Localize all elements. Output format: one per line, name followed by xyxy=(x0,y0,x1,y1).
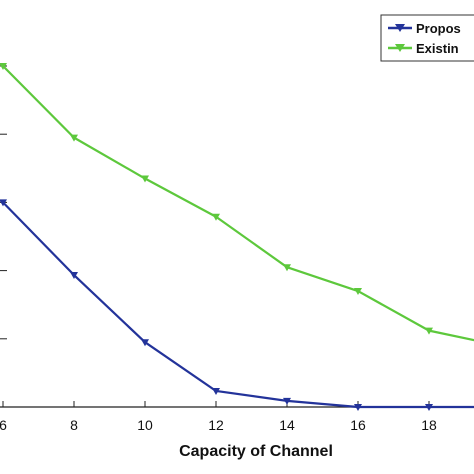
x-tick-label: 16 xyxy=(350,417,366,433)
series-line-existin xyxy=(2,65,474,342)
x-tick-labels: 6 8 10 12 14 16 18 xyxy=(0,417,437,433)
data-point xyxy=(141,339,149,347)
legend: Propos Existin xyxy=(380,14,474,62)
series-existin xyxy=(0,63,474,342)
legend-marker-propos xyxy=(395,24,405,32)
data-point xyxy=(354,404,362,411)
data-point xyxy=(70,272,78,280)
series-layer xyxy=(0,63,474,411)
series-propos xyxy=(0,199,474,411)
x-tick-label: 6 xyxy=(0,417,7,433)
data-point xyxy=(141,175,149,183)
data-point xyxy=(0,63,7,70)
legend-box xyxy=(380,14,474,62)
legend-label-propos: Propos xyxy=(416,21,461,36)
data-point xyxy=(425,404,433,411)
x-tick-label: 14 xyxy=(279,417,295,433)
x-tick-label: 18 xyxy=(421,417,437,433)
data-point xyxy=(212,387,220,395)
legend-label-existin: Existin xyxy=(416,41,459,56)
data-point xyxy=(283,264,291,272)
data-point xyxy=(212,213,220,221)
x-axis-title: Capacity of Channel xyxy=(179,443,333,460)
x-tick-label: 8 xyxy=(70,417,78,433)
data-point xyxy=(425,327,433,335)
x-tick-label: 10 xyxy=(137,417,153,433)
x-tick-label: 12 xyxy=(208,417,224,433)
data-point xyxy=(283,397,291,405)
data-point xyxy=(70,134,78,142)
series-line-propos xyxy=(2,201,474,409)
data-point xyxy=(354,288,362,296)
plot-area: 6 8 10 12 14 16 18 xyxy=(0,63,474,433)
data-point xyxy=(0,199,7,207)
legend-marker-existin xyxy=(395,44,405,52)
